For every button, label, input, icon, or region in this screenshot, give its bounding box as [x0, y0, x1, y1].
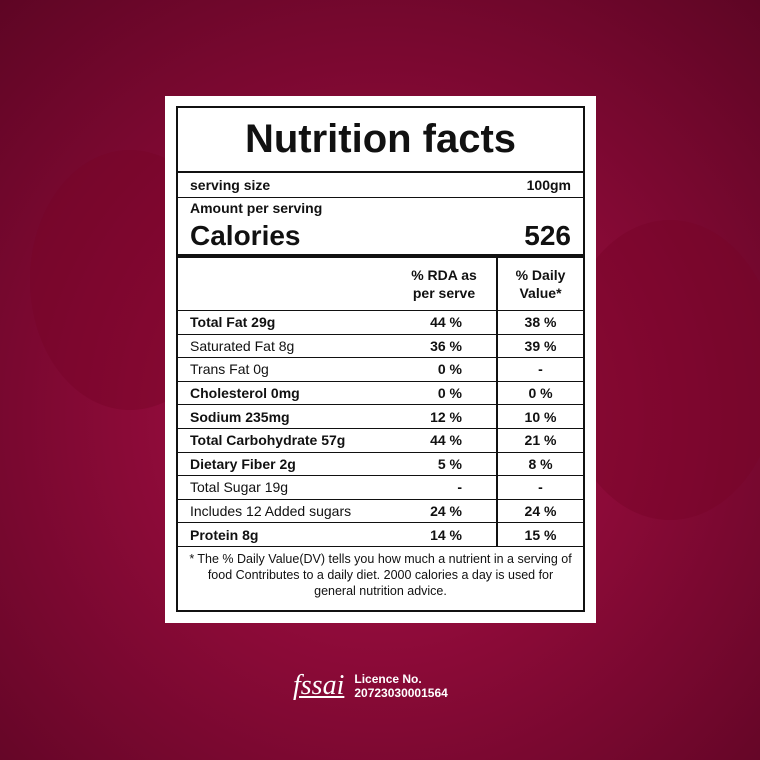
dv-value: 0 %: [496, 381, 583, 406]
rda-value: 24 %: [402, 499, 497, 524]
nutrient-name: Protein 8g: [178, 522, 402, 547]
nutrient-name: Total Fat 29g: [178, 310, 402, 335]
rda-value: 12 %: [402, 404, 497, 429]
rda-value: 44 %: [402, 310, 497, 335]
dv-value: 8 %: [496, 452, 583, 477]
header-rda: % RDA as per serve: [402, 258, 497, 311]
rda-value: -: [402, 475, 497, 500]
nutrient-row: Total Carbohydrate 57g 44 % 21 %: [178, 428, 583, 453]
dv-value: 15 %: [496, 522, 583, 547]
dv-value: 21 %: [496, 428, 583, 453]
nutrient-name: Trans Fat 0g: [178, 357, 402, 382]
rda-value: 14 %: [402, 522, 497, 547]
calories-value: 526: [524, 220, 571, 251]
nutrient-name: Total Sugar 19g: [178, 475, 402, 500]
licence-number: 20723030001564: [354, 686, 448, 700]
nutrient-row: Includes 12 Added sugars 24 % 24 %: [178, 499, 583, 524]
nutrient-name: Dietary Fiber 2g: [178, 452, 402, 477]
licence-label: Licence No.: [354, 672, 422, 686]
serving-label: serving size: [190, 177, 271, 193]
nutrient-name: Cholesterol 0mg: [178, 381, 402, 406]
nutrient-row: Saturated Fat 8g 36 % 39 %: [178, 334, 583, 359]
dv-value: -: [496, 357, 583, 382]
nutrient-row: Total Fat 29g 44 % 38 %: [178, 310, 583, 335]
rda-value: 36 %: [402, 334, 497, 359]
fssai-logo: fssai Licence No. 20723030001564: [293, 670, 448, 702]
header-row: % RDA as per serve% Daily Value*: [178, 258, 583, 311]
rda-value: 5 %: [402, 452, 497, 477]
dv-value: 24 %: [496, 499, 583, 524]
serving-value: 100gm: [526, 177, 571, 193]
nutrient-name: Includes 12 Added sugars: [178, 499, 402, 524]
dv-value: 39 %: [496, 334, 583, 359]
dv-value: -: [496, 475, 583, 500]
nutrient-name: Total Carbohydrate 57g: [178, 428, 402, 453]
dv-value: 38 %: [496, 310, 583, 335]
fssai-brand: fssai: [293, 670, 345, 701]
calories-row: Calories 526: [178, 220, 583, 258]
nutrient-table: % RDA as per serve% Daily Value* Total F…: [178, 258, 583, 547]
header-dv: % Daily Value*: [496, 258, 583, 311]
nutrient-row: Dietary Fiber 2g 5 % 8 %: [178, 452, 583, 477]
footnote: * The % Daily Value(DV) tells you how mu…: [189, 551, 572, 598]
amount-per-serving: Amount per serving: [190, 200, 323, 216]
label-border: Nutrition facts serving size 100gm Amount…: [176, 106, 585, 612]
title: Nutrition facts: [178, 108, 583, 173]
nutrient-row: Trans Fat 0g 0 % -: [178, 357, 583, 382]
rda-value: 0 %: [402, 381, 497, 406]
nutrient-name: Sodium 235mg: [178, 404, 402, 429]
rda-value: 0 %: [402, 357, 497, 382]
dv-value: 10 %: [496, 404, 583, 429]
nutrient-row: Sodium 235mg 12 % 10 %: [178, 404, 583, 429]
nutrient-name: Saturated Fat 8g: [178, 334, 402, 359]
serving-row: serving size 100gm: [178, 173, 583, 198]
nutrient-row: Total Sugar 19g - -: [178, 475, 583, 500]
nutrition-label: Nutrition facts serving size 100gm Amount…: [165, 96, 596, 623]
rda-value: 44 %: [402, 428, 497, 453]
calories-label: Calories: [190, 220, 301, 251]
nutrient-row: Protein 8g 14 % 15 %: [178, 522, 583, 547]
nutrient-row: Cholesterol 0mg 0 % 0 %: [178, 381, 583, 406]
